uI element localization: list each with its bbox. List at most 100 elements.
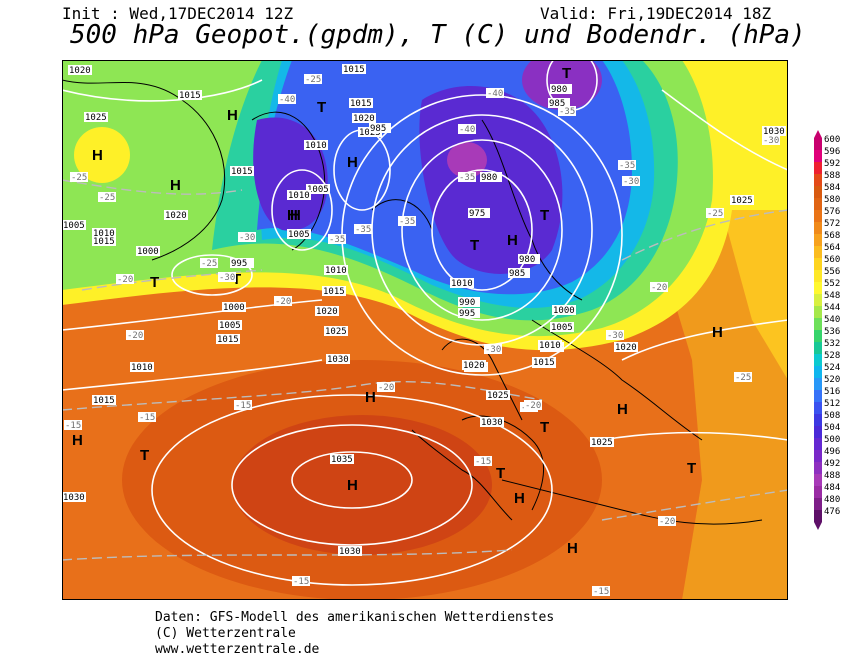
isobar-tag: 1015 <box>230 166 254 177</box>
isobar-tag: 1010 <box>287 190 311 201</box>
svg-text:980: 980 <box>519 255 535 265</box>
isobar-tag: 1005 <box>287 229 311 240</box>
svg-text:-15: -15 <box>65 421 81 431</box>
high-pressure-label: H <box>567 540 578 557</box>
isobar-tag: 995 <box>458 308 480 319</box>
svg-text:1030: 1030 <box>327 355 349 365</box>
scale-tick-label: 576 <box>824 207 840 217</box>
svg-text:-30: -30 <box>763 136 779 146</box>
svg-text:1030: 1030 <box>481 418 503 428</box>
scale-color-swatch <box>814 414 822 426</box>
svg-text:1015: 1015 <box>350 99 372 109</box>
isobar-tag: 1000 <box>136 246 160 257</box>
svg-text:-25: -25 <box>707 209 723 219</box>
isobar-tag: 1015 <box>349 98 373 109</box>
scale-color-swatch <box>814 366 822 378</box>
isotherm-tag: -20 <box>126 330 144 341</box>
svg-text:-25: -25 <box>99 193 115 203</box>
svg-text:975: 975 <box>469 209 485 219</box>
svg-text:1010: 1010 <box>325 266 347 276</box>
isotherm-tag: -35 <box>354 224 372 235</box>
isotherm-tag: -20 <box>274 296 292 307</box>
scale-tick-label: 480 <box>824 495 840 505</box>
scale-tick-label: 540 <box>824 315 840 325</box>
isotherm-tag: -35 <box>618 160 636 171</box>
svg-text:-25: -25 <box>201 259 217 269</box>
svg-text:1030: 1030 <box>763 127 785 137</box>
coastlines <box>62 79 763 525</box>
svg-text:-20: -20 <box>659 517 675 527</box>
isotherm-tag: -15 <box>234 400 252 411</box>
svg-text:1010: 1010 <box>288 191 310 201</box>
isotherm-tag: -40 <box>486 88 504 99</box>
svg-text:980: 980 <box>551 85 567 95</box>
svg-text:1025: 1025 <box>591 438 613 448</box>
svg-text:1015: 1015 <box>323 287 345 297</box>
isotherm-tag: -15 <box>592 586 610 597</box>
scale-tick-label: 484 <box>824 483 840 493</box>
scale-tick-label: 552 <box>824 279 840 289</box>
scale-arrow-bottom <box>814 522 822 530</box>
isotherm-tag: -15 <box>64 420 82 431</box>
svg-text:-35: -35 <box>459 173 475 183</box>
svg-text:1025: 1025 <box>325 327 347 337</box>
low-pressure-label: T <box>470 237 479 254</box>
scale-color-swatch <box>814 402 822 414</box>
scale-tick-label: 548 <box>824 291 840 301</box>
field-red-core <box>232 415 492 555</box>
isotherm-tag: -35 <box>558 106 576 117</box>
low-pressure-label: T <box>687 460 696 477</box>
isobar-tag: 1010 <box>304 140 328 151</box>
isobar-tag: 985 <box>548 98 570 109</box>
high-pressure-label: H <box>347 154 358 171</box>
low-pressure-label: T <box>317 99 326 116</box>
svg-text:-20: -20 <box>127 331 143 341</box>
map-frame <box>62 60 788 600</box>
isobar-tag: 1020 <box>462 360 486 371</box>
valid-time: Valid: Fri,19DEC2014 18Z <box>540 4 772 23</box>
footer-copyright: (C) Wetterzentrale <box>155 626 296 641</box>
isobar-tag: 1020 <box>315 306 339 317</box>
isotherm-tag: -25 <box>706 208 724 219</box>
low-pressure-label: T <box>540 207 549 224</box>
svg-text:-15: -15 <box>235 401 251 411</box>
svg-text:-40: -40 <box>459 125 475 135</box>
isobar-tag: 1015 <box>532 357 556 368</box>
svg-text:995: 995 <box>459 309 475 319</box>
isobar-tag: 1030 <box>480 417 504 428</box>
isobar-tag: 1025 <box>486 390 510 401</box>
scale-color-swatch <box>814 294 822 306</box>
svg-text:-35: -35 <box>329 235 345 245</box>
map-title: 500 hPa Geopot.(gpdm), T (C) und Bodendr… <box>70 20 806 50</box>
isobar-tag: 1025 <box>590 437 614 448</box>
isobar-tag: 1030 <box>326 354 350 365</box>
scale-color-swatch <box>814 162 822 174</box>
isobar-tag: 975 <box>468 208 490 219</box>
scale-tick-label: 476 <box>824 507 840 517</box>
isobar-tag: 1010 <box>92 228 116 239</box>
isobar-tag: 1030 <box>62 492 86 503</box>
scale-tick-label: 596 <box>824 147 840 157</box>
scale-color-swatch <box>814 498 822 510</box>
scale-color-swatch <box>814 234 822 246</box>
svg-text:1010: 1010 <box>131 363 153 373</box>
isobar-tag: 1010 <box>538 340 562 351</box>
isotherm-tag: -30 <box>238 232 256 243</box>
svg-text:-15: -15 <box>139 413 155 423</box>
svg-text:1015: 1015 <box>179 91 201 101</box>
svg-text:1010: 1010 <box>305 141 327 151</box>
scale-color-swatch <box>814 342 822 354</box>
svg-text:-20: -20 <box>525 401 541 411</box>
svg-text:995: 995 <box>231 259 247 269</box>
scale-color-swatch <box>814 330 822 342</box>
svg-text:-30: -30 <box>607 331 623 341</box>
isotherm-tag: -20 <box>377 382 395 393</box>
svg-text:1015: 1015 <box>217 335 239 345</box>
svg-text:980: 980 <box>481 173 497 183</box>
scale-color-swatch <box>814 258 822 270</box>
svg-text:1025: 1025 <box>731 196 753 206</box>
isobar-tag: 1035 <box>330 454 354 465</box>
isobar-tag: 1005 <box>306 184 330 195</box>
isotherm-tag: -40 <box>458 124 476 135</box>
isobar-tag: 1025 <box>84 112 108 123</box>
